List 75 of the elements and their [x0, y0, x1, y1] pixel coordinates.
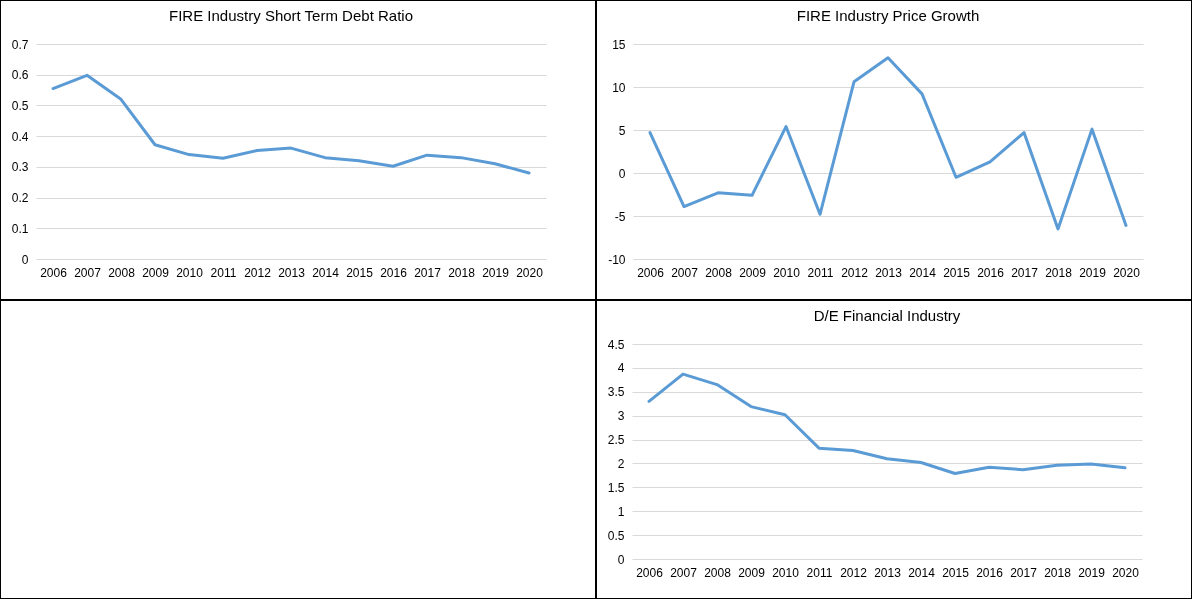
x-tick-label: 2015 — [346, 265, 374, 280]
x-tick-label: 2010 — [773, 265, 801, 280]
x-tick-label: 2011 — [210, 265, 237, 280]
x-tick-label: 2019 — [1079, 265, 1107, 280]
x-tick-label: 2012 — [840, 565, 868, 580]
x-tick-label: 2020 — [1112, 565, 1140, 580]
chart-title: FIRE Industry Short Term Debt Ratio — [169, 7, 413, 24]
x-tick-label: 2015 — [943, 265, 971, 280]
x-tick-label: 2009 — [738, 565, 766, 580]
x-tick-label: 2017 — [1011, 265, 1039, 280]
y-tick-label: 0.1 — [11, 221, 29, 236]
line-series — [648, 56, 1128, 231]
y-tick-label: 2.5 — [607, 433, 625, 448]
x-tick-label: 2015 — [942, 565, 970, 580]
x-tick-label: 2008 — [108, 265, 136, 280]
x-tick-label: 2007 — [74, 265, 102, 280]
x-tick-label: 2006 — [637, 265, 665, 280]
x-tick-label: 2010 — [772, 565, 800, 580]
y-tick-label: 0.5 — [607, 528, 625, 543]
chart-title: FIRE Industry Price Growth — [796, 7, 980, 24]
y-tick-label: 1 — [617, 504, 625, 519]
y-tick-label: 0.5 — [11, 98, 29, 113]
y-tick-label: 2 — [617, 456, 625, 471]
y-tick-label: -10 — [608, 252, 626, 267]
x-tick-label: 2013 — [278, 265, 306, 280]
x-tick-label: 2017 — [414, 265, 442, 280]
line-series — [51, 73, 531, 175]
x-tick-label: 2016 — [380, 265, 408, 280]
x-tick-label: 2014 — [312, 265, 340, 280]
y-tick-label: 0.6 — [11, 68, 29, 83]
x-tick-label: 2013 — [875, 265, 903, 280]
x-tick-label: 2019 — [482, 265, 510, 280]
x-tick-label: 2014 — [908, 565, 936, 580]
y-tick-label: 1.5 — [607, 480, 625, 495]
x-tick-label: 2008 — [705, 265, 733, 280]
y-tick-label: 5 — [618, 123, 626, 138]
x-tick-label: 2007 — [670, 565, 698, 580]
chart-title: D/E Financial Industry — [813, 307, 961, 324]
x-tick-label: 2018 — [448, 265, 476, 280]
x-tick-label: 2016 — [977, 265, 1005, 280]
x-tick-label: 2018 — [1045, 265, 1073, 280]
y-tick-label: 4 — [617, 361, 625, 376]
x-tick-label: 2009 — [739, 265, 767, 280]
y-tick-label: 0 — [618, 166, 626, 181]
y-tick-label: 0 — [21, 252, 29, 267]
y-tick-label: 0.2 — [11, 191, 29, 206]
x-tick-label: 2006 — [636, 565, 664, 580]
y-tick-label: 15 — [612, 37, 626, 52]
y-tick-label: 0.4 — [11, 129, 29, 144]
x-tick-label: 2011 — [807, 265, 834, 280]
x-tick-label: 2007 — [671, 265, 699, 280]
y-tick-label: 3.5 — [607, 385, 625, 400]
y-tick-label: 10 — [612, 80, 626, 95]
y-tick-label: 0.3 — [11, 160, 29, 175]
x-tick-label: 2014 — [909, 265, 937, 280]
x-tick-label: 2010 — [176, 265, 204, 280]
line-series — [647, 372, 1127, 475]
x-tick-label: 2009 — [142, 265, 170, 280]
x-tick-label: 2020 — [516, 265, 544, 280]
x-tick-label: 2018 — [1044, 565, 1072, 580]
y-tick-label: 4.5 — [607, 337, 625, 352]
x-tick-label: 2006 — [40, 265, 68, 280]
x-tick-label: 2012 — [244, 265, 272, 280]
x-tick-label: 2017 — [1010, 565, 1038, 580]
y-tick-label: -5 — [614, 209, 626, 224]
y-tick-label: 0 — [617, 552, 625, 567]
y-tick-label: 0.7 — [11, 37, 29, 52]
x-tick-label: 2013 — [874, 565, 902, 580]
x-tick-label: 2012 — [841, 265, 869, 280]
x-tick-label: 2016 — [976, 565, 1004, 580]
x-tick-label: 2020 — [1113, 265, 1141, 280]
x-tick-label: 2019 — [1078, 565, 1106, 580]
x-tick-label: 2008 — [704, 565, 732, 580]
y-tick-label: 3 — [617, 409, 625, 424]
x-tick-label: 2011 — [806, 565, 833, 580]
